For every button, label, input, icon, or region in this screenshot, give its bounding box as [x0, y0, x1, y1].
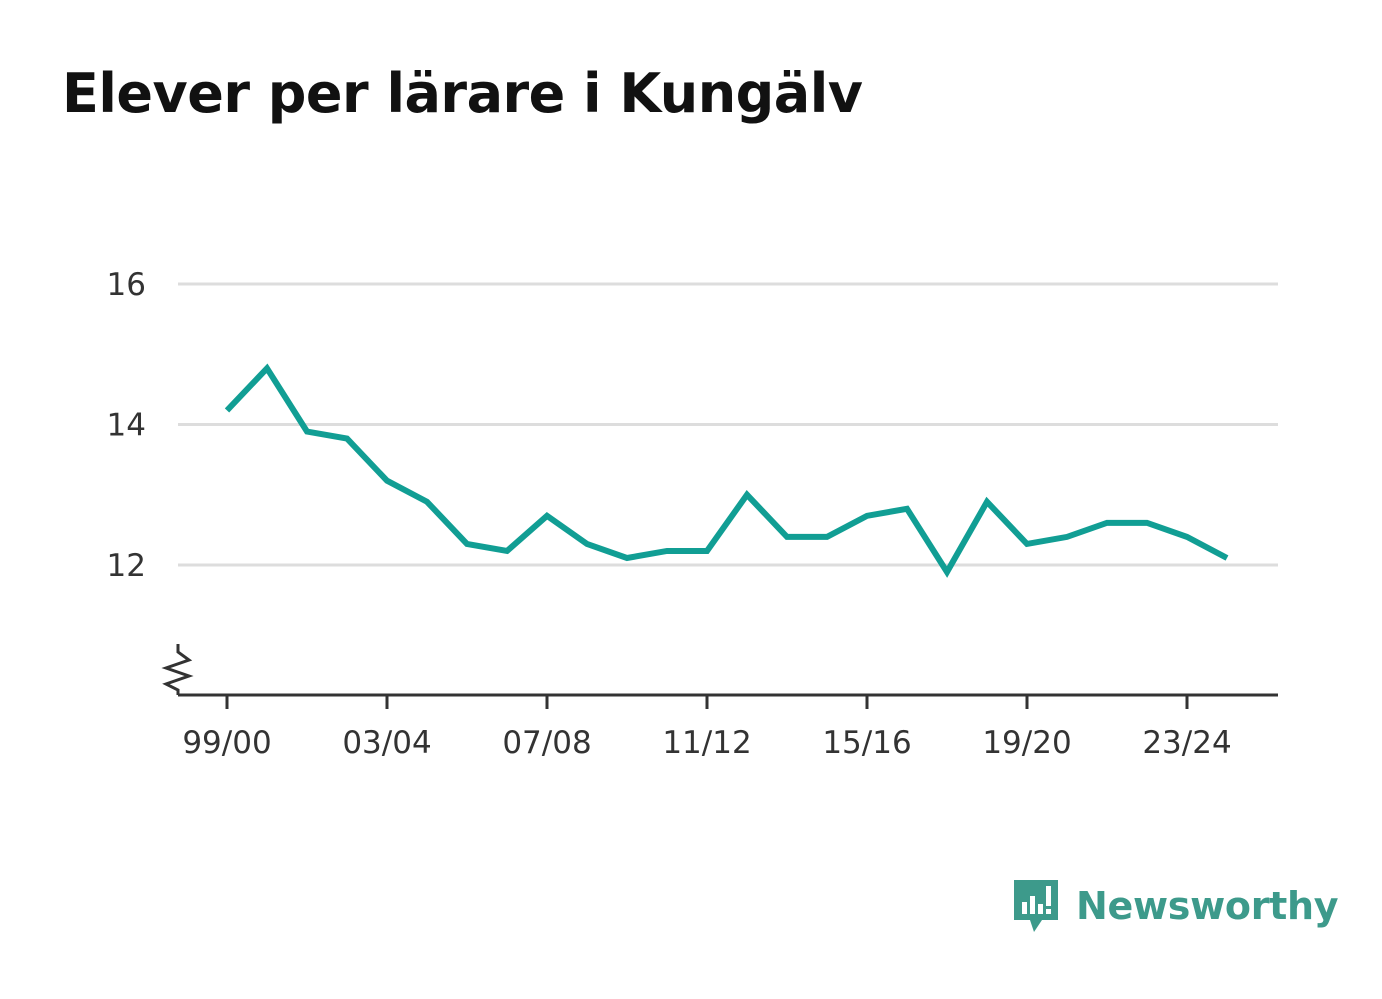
series-line: [224, 363, 1229, 578]
y-axis-break-icon: [161, 644, 194, 695]
y-axis-ticks: 12 14 16: [107, 267, 146, 584]
newsworthy-logo-icon: [1014, 880, 1058, 932]
brand-logo: Newsworthy: [1010, 876, 1339, 936]
x-axis-ticks: 99/00 03/04 07/08 11/12 15/16 19/20 23/24: [182, 695, 1232, 761]
x-tick-label: 19/20: [982, 725, 1071, 761]
gridlines: [178, 282, 1278, 567]
x-tick-label: 99/00: [182, 725, 271, 761]
x-tick-label: 11/12: [662, 725, 751, 761]
brand-name: Newsworthy: [1076, 884, 1339, 928]
y-tick-label: 14: [107, 408, 146, 444]
chart-title: Elever per lärare i Kungälv: [62, 62, 863, 125]
line-chart: 12 14 16 99/00 03/04 07/08 11/12 15/16 19/20 23/…: [107, 267, 1278, 761]
y-tick-label: 16: [107, 267, 146, 303]
y-tick-label: 12: [107, 548, 146, 584]
series-group: [224, 363, 1229, 578]
x-tick-label: 03/04: [342, 725, 431, 761]
x-axis: [161, 644, 1278, 697]
x-tick-label: 07/08: [502, 725, 591, 761]
x-tick-label: 15/16: [822, 725, 911, 761]
x-tick-label: 23/24: [1142, 725, 1231, 761]
